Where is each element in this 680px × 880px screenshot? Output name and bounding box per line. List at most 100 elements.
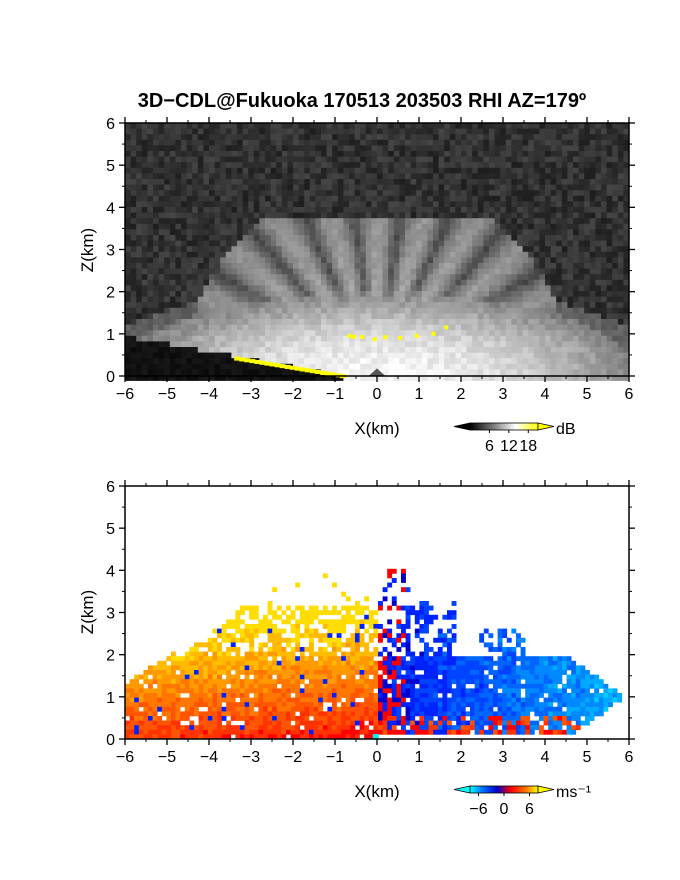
reflectivity-cell (192, 375, 199, 381)
reflectivity-cell (505, 330, 512, 337)
reflectivity-cell (192, 223, 199, 230)
velocity-cell (332, 619, 337, 625)
reflectivity-cell (505, 207, 512, 213)
reflectivity-cell (354, 212, 361, 219)
reflectivity-cell (332, 167, 339, 174)
reflectivity-cell (203, 212, 210, 219)
reflectivity-cell (584, 145, 591, 152)
reflectivity-cell (321, 291, 327, 297)
velocity-cell (424, 601, 429, 606)
reflectivity-cell (337, 190, 344, 197)
reflectivity-cell (427, 330, 434, 337)
reflectivity-cell (494, 201, 501, 208)
reflectivity-cell (214, 263, 221, 269)
reflectivity-cell (197, 151, 204, 157)
velocity-cell (235, 628, 241, 634)
reflectivity-cell (444, 184, 451, 191)
reflectivity-cell (477, 347, 484, 353)
reflectivity-cell (293, 190, 299, 197)
reflectivity-cell (388, 263, 395, 269)
reflectivity-cell (281, 212, 288, 219)
reflectivity-cell (265, 195, 271, 202)
reflectivity-cell (298, 195, 305, 202)
velocity-cell (451, 610, 457, 616)
reflectivity-cell (125, 307, 131, 314)
velocity-cell (355, 660, 360, 666)
velocity-cell (309, 637, 314, 643)
reflectivity-cell (130, 229, 137, 236)
reflectivity-cell (365, 347, 372, 353)
velocity-cell (249, 633, 255, 639)
reflectivity-cell (158, 151, 165, 157)
reflectivity-cell (147, 212, 154, 219)
velocity-cell (525, 665, 531, 671)
reflectivity-cell (433, 145, 439, 152)
reflectivity-cell (421, 358, 428, 365)
reflectivity-cell (545, 212, 551, 219)
reflectivity-cell (321, 223, 327, 230)
reflectivity-cell (309, 268, 316, 275)
reflectivity-cell (539, 324, 546, 331)
reflectivity-cell (477, 274, 484, 281)
reflectivity-cell (175, 173, 182, 180)
reflectivity-cell (265, 179, 271, 185)
reflectivity-cell (309, 145, 316, 152)
reflectivity-cell (354, 167, 361, 174)
velocity-cell (373, 647, 379, 652)
velocity-cell (336, 656, 342, 662)
reflectivity-cell (511, 145, 518, 152)
reflectivity-cell (248, 229, 255, 236)
reflectivity-cell (158, 358, 165, 365)
reflectivity-cell (197, 246, 204, 253)
reflectivity-cell (505, 335, 512, 342)
reflectivity-cell (477, 173, 484, 180)
reflectivity-cell (153, 184, 159, 191)
reflectivity-cell (337, 123, 344, 129)
reflectivity-cell (293, 156, 299, 163)
reflectivity-cell (601, 240, 607, 247)
velocity-cell (226, 647, 232, 652)
velocity-cell (327, 660, 333, 666)
velocity-cell (286, 656, 291, 662)
reflectivity-cell (505, 302, 512, 309)
reflectivity-cell (304, 223, 311, 230)
reflectivity-cell (533, 302, 540, 309)
reflectivity-cell (405, 207, 411, 213)
reflectivity-cell (382, 229, 389, 236)
reflectivity-cell (421, 307, 428, 314)
reflectivity-cell (584, 263, 591, 269)
reflectivity-cell (164, 223, 171, 230)
reflectivity-cell (125, 279, 131, 286)
velocity-cell (212, 642, 218, 648)
reflectivity-cell (573, 375, 579, 381)
reflectivity-cell (584, 246, 591, 253)
velocity-cell (424, 610, 429, 616)
reflectivity-cell (578, 324, 585, 331)
reflectivity-cell (197, 285, 204, 292)
reflectivity-cell (125, 246, 131, 253)
reflectivity-cell (528, 246, 535, 253)
reflectivity-cell (186, 251, 193, 258)
reflectivity-cell (533, 369, 540, 376)
reflectivity-cell (209, 263, 215, 269)
velocity-cell (235, 637, 241, 643)
velocity-cell (281, 665, 287, 671)
reflectivity-cell (545, 257, 551, 264)
reflectivity-cell (253, 324, 260, 331)
reflectivity-cell (421, 207, 428, 213)
reflectivity-cell (214, 274, 221, 281)
reflectivity-cell (623, 291, 630, 297)
reflectivity-cell (186, 162, 193, 169)
reflectivity-cell (528, 313, 535, 320)
reflectivity-cell (337, 352, 344, 359)
velocity-cell (249, 614, 255, 620)
reflectivity-cell (153, 279, 159, 286)
reflectivity-cell (332, 139, 339, 146)
reflectivity-cell (556, 134, 563, 141)
velocity-cell (157, 660, 163, 666)
reflectivity-cell (444, 302, 451, 309)
reflectivity-cell (466, 330, 473, 337)
reflectivity-cell (505, 173, 512, 180)
velocity-cell (364, 605, 370, 611)
reflectivity-cell (511, 184, 518, 191)
